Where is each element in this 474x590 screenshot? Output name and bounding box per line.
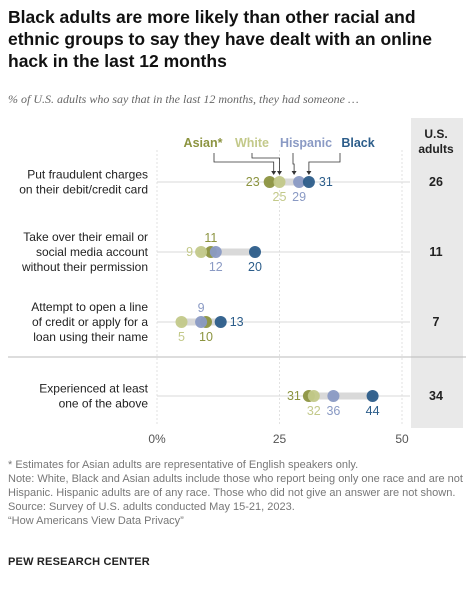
dot-hispanic-1	[209, 246, 222, 258]
legend-hispanic: Hispanic	[280, 136, 332, 150]
brand-logo: PEW RESEARCH CENTER	[8, 556, 150, 568]
x-tick-label-25: 25	[273, 432, 287, 446]
value-label-hispanic-3: 36	[326, 404, 340, 418]
value-label-asian-3: 31	[287, 389, 301, 403]
dot-asian-0	[263, 176, 276, 188]
dot-black-2	[214, 316, 227, 328]
legend-arrow-black	[306, 171, 312, 175]
row-label-1-0: Take over their email or	[23, 230, 148, 244]
value-label-white-2: 5	[178, 330, 185, 344]
value-label-black-3: 44	[366, 404, 380, 418]
dot-white-3	[307, 390, 320, 402]
value-label-black-2: 13	[230, 315, 244, 329]
total-header-line-1: U.S.	[424, 127, 447, 141]
value-label-white-1: 9	[186, 245, 193, 259]
value-label-asian-2: 10	[199, 330, 213, 344]
dot-black-0	[302, 176, 315, 188]
note-definitions: Note: White, Black and Asian adults incl…	[8, 473, 463, 499]
row-label-1-1: social media account	[36, 245, 149, 259]
total-value-3: 34	[429, 389, 443, 403]
legend-leader-hispanic	[292, 153, 295, 174]
legend-leader-white	[251, 153, 280, 174]
value-label-black-0: 31	[319, 175, 333, 189]
dot-chart: U.S.adults Asian* White Hispanic Black Put fr…	[8, 118, 466, 446]
dot-black-1	[249, 246, 261, 258]
row-label-3-0: Experienced at least	[39, 382, 148, 396]
row-label-2-2: loan using their name	[33, 330, 148, 344]
dot-black-3	[366, 390, 379, 402]
value-label-black-1: 20	[248, 260, 262, 274]
chart-title: Black adults are more likely than other …	[8, 7, 432, 71]
value-label-hispanic-2: 9	[198, 301, 205, 315]
legend-asian: Asian*	[184, 136, 223, 150]
dot-hispanic-2	[195, 316, 208, 328]
row-label-2-1: of credit or apply for a	[32, 315, 148, 329]
value-label-asian-1: 11	[204, 231, 217, 245]
legend-arrow-hispanic	[291, 171, 297, 175]
total-column-bg	[411, 118, 463, 428]
legend-white: White	[235, 136, 269, 150]
total-value-1: 11	[429, 245, 442, 259]
value-label-hispanic-0: 29	[292, 190, 306, 204]
dot-white-2	[175, 316, 188, 328]
total-value-2: 7	[433, 315, 440, 329]
chart-subtitle: % of U.S. adults who say that in the las…	[8, 92, 359, 106]
dot-white-1	[195, 246, 208, 258]
legend-black: Black	[341, 136, 374, 150]
row-label-3-1: one of the above	[59, 397, 149, 411]
dot-hispanic-3	[327, 390, 340, 402]
x-tick-label-50: 50	[395, 432, 409, 446]
row-label-0-0: Put fraudulent charges	[27, 168, 148, 182]
dot-hispanic-0	[293, 176, 306, 188]
note-asian: * Estimates for Asian adults are represe…	[8, 459, 359, 471]
value-label-hispanic-1: 12	[209, 260, 223, 274]
legend-arrow-white	[277, 171, 282, 175]
x-tick-label-0: 0%	[148, 432, 166, 446]
row-label-1-2: without their permission	[21, 260, 148, 274]
value-label-white-0: 25	[273, 190, 287, 204]
legend-leader-black	[308, 153, 341, 174]
notes: * Estimates for Asian adults are represe…	[8, 458, 468, 528]
value-label-asian-0: 23	[246, 175, 260, 189]
total-value-0: 26	[429, 175, 443, 189]
legend-arrow-asian	[271, 171, 277, 175]
note-source: Source: Survey of U.S. adults conducted …	[8, 501, 295, 513]
total-header-line-2: adults	[418, 142, 454, 156]
row-label-2-0: Attempt to open a line	[31, 300, 148, 314]
legend-leader-asian	[213, 153, 275, 174]
dot-white-0	[273, 176, 286, 188]
row-label-0-1: on their debit/credit card	[19, 183, 148, 197]
value-label-white-3: 32	[307, 404, 321, 418]
note-report: “How Americans View Data Privacy”	[8, 515, 184, 527]
